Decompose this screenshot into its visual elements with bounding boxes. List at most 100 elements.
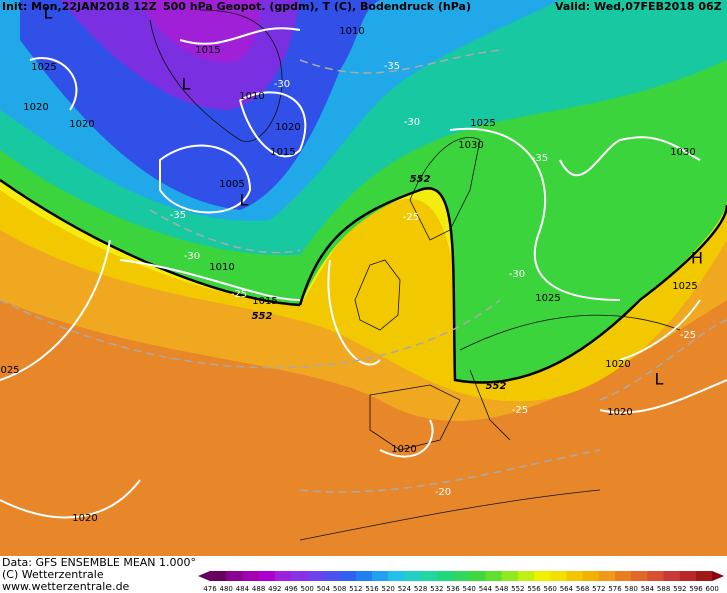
colorbar-swatch — [615, 571, 632, 581]
colorbar-label: 552 — [511, 585, 524, 593]
geopotential-label: 552 — [252, 311, 273, 322]
colorbar-swatch — [696, 571, 713, 581]
colorbar-swatch — [420, 571, 438, 581]
pressure-center: H — [691, 249, 703, 268]
init-time: Init: Mon,22JAN2018 12Z — [2, 0, 157, 13]
colorbar-label: 600 — [706, 585, 719, 593]
pressure-label: 1010 — [339, 26, 364, 37]
pressure-label: 1030 — [458, 140, 483, 151]
colorbar-swatch — [404, 571, 422, 581]
colorbar-label: 492 — [268, 585, 281, 593]
pressure-label: 1010 — [209, 262, 234, 273]
colorbar-swatch — [647, 571, 665, 581]
colorbar-label: 520 — [382, 585, 395, 593]
colorbar-swatch — [388, 571, 405, 581]
colorbar-label: 568 — [576, 585, 589, 593]
temperature-label: -35 — [384, 61, 400, 72]
colorbar-label: 528 — [414, 585, 427, 593]
colorbar-label: 580 — [625, 585, 638, 593]
colorbar-arrow-left — [198, 571, 210, 581]
colorbar-swatch — [663, 571, 681, 581]
colorbar: 476 480 484 488 492 496 500 504 508 512 516 520 524 5… — [198, 571, 725, 593]
colorbar-swatch — [453, 571, 470, 581]
colorbar-swatch — [550, 571, 567, 581]
footer: Data: GFS ENSEMBLE MEAN 1.000° (C) Wette… — [2, 556, 196, 593]
valid-time: Valid: Wed,07FEB2018 06Z — [555, 0, 722, 13]
colorbar-swatch — [598, 571, 616, 581]
colorbar-swatch — [226, 571, 243, 581]
pressure-label: 1015 — [270, 147, 295, 158]
colorbar-swatch — [485, 571, 503, 581]
pressure-label: 1020 — [275, 122, 300, 133]
temperature-label: -30 — [509, 269, 525, 280]
pressure-center: L — [655, 370, 664, 389]
colorbar-arrow-right — [712, 571, 725, 581]
colorbar-label: 564 — [560, 585, 574, 593]
colorbar-swatch — [242, 571, 260, 581]
temperature-label: -30 — [274, 79, 290, 90]
colorbar-label: 508 — [333, 585, 346, 593]
colorbar-label: 560 — [544, 585, 557, 593]
colorbar-label: 532 — [430, 585, 443, 593]
colorbar-label: 516 — [365, 585, 379, 593]
colorbar-label: 556 — [527, 585, 541, 593]
pressure-center: L — [44, 4, 53, 23]
colorbar-swatch — [534, 571, 551, 581]
colorbar-swatch — [631, 571, 648, 581]
pressure-center: L — [182, 75, 191, 94]
colorbar-swatch — [517, 571, 535, 581]
colorbar-label: 480 — [220, 585, 233, 593]
pressure-label: 1020 — [391, 444, 416, 455]
pressure-label: 1020 — [72, 513, 97, 524]
copyright: (C) Wetterzentrale — [2, 568, 104, 581]
temperature-label: -35 — [170, 210, 186, 221]
temperature-label: -30 — [404, 117, 420, 128]
colorbar-label: 504 — [317, 585, 331, 593]
colorbar-swatch — [566, 571, 584, 581]
temperature-label: -25 — [231, 289, 247, 300]
pressure-label: 1025 — [31, 62, 56, 73]
temperature-label: -35 — [532, 153, 548, 164]
colorbar-swatch — [210, 571, 227, 581]
pressure-label: 1020 — [23, 102, 48, 113]
colorbar-label: 572 — [592, 585, 605, 593]
colorbar-label: 576 — [608, 585, 622, 593]
geopotential-label: 552 — [410, 174, 431, 185]
colorbar-label: 496 — [284, 585, 298, 593]
colorbar-swatch — [679, 571, 697, 581]
pressure-center: L — [240, 191, 249, 210]
colorbar-label: 544 — [479, 585, 493, 593]
map — [0, 0, 727, 556]
colorbar-label: 512 — [349, 585, 362, 593]
colorbar-label: 476 — [203, 585, 217, 593]
colorbar-swatch — [582, 571, 600, 581]
pressure-label: 1020 — [607, 407, 632, 418]
colorbar-label: 484 — [236, 585, 250, 593]
pressure-label: 1030 — [670, 147, 695, 158]
colorbar-swatch — [258, 571, 276, 581]
colorbar-swatch — [291, 571, 308, 581]
colorbar-label: 548 — [495, 585, 508, 593]
map-labels: 1015 1010 1025 1020 1010 1020 1020 1015 1005 1010… — [0, 4, 703, 525]
colorbar-label: 588 — [657, 585, 670, 593]
colorbar-label: 536 — [446, 585, 460, 593]
map-description: 500 hPa Geopot. (gpdm), T (C), Bodendruc… — [163, 0, 471, 13]
colorbar-label: 584 — [641, 585, 655, 593]
colorbar-label: 488 — [252, 585, 265, 593]
temperature-label: -20 — [435, 487, 451, 498]
pressure-label: 1025 — [470, 118, 495, 129]
pressure-label: 025 — [0, 365, 19, 376]
pressure-label: 1025 — [535, 293, 560, 304]
data-source: Data: GFS ENSEMBLE MEAN 1.000° — [2, 556, 196, 569]
pressure-label: 1020 — [69, 119, 94, 130]
colorbar-swatch — [355, 571, 373, 581]
colorbar-swatch — [274, 571, 292, 581]
website: www.wetterzentrale.de — [2, 580, 130, 593]
temperature-label: -25 — [512, 405, 528, 416]
pressure-label: 1020 — [605, 359, 630, 370]
colorbar-label: 596 — [689, 585, 703, 593]
temperature-label: -30 — [184, 251, 200, 262]
header: Init: Mon,22JAN2018 12Z 500 hPa Geopot. … — [2, 0, 722, 13]
colorbar-swatch — [469, 571, 486, 581]
